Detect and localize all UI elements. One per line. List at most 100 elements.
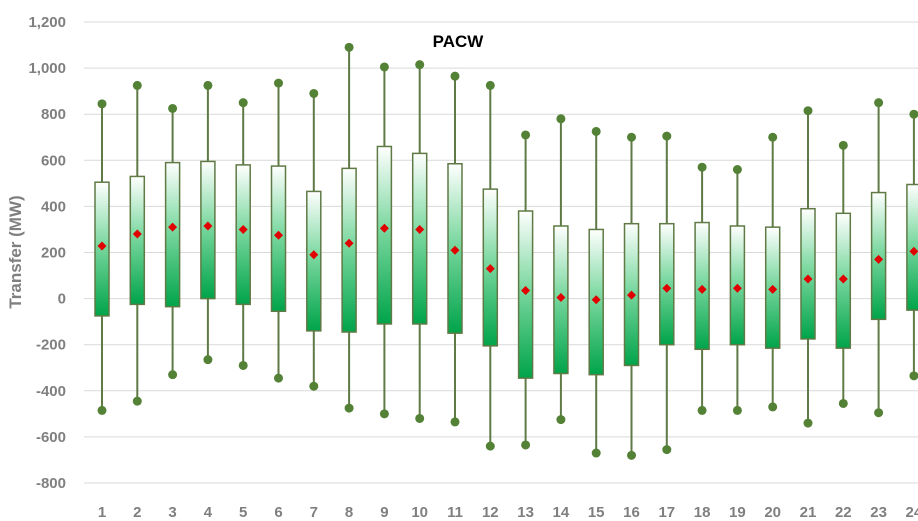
mean-marker	[238, 224, 248, 234]
y-tick-label: -800	[36, 475, 66, 492]
box-hour-8	[341, 42, 357, 413]
mean-marker	[274, 230, 283, 240]
x-tick-label: 23	[870, 504, 887, 521]
mean-marker	[627, 290, 636, 300]
box-hour-23	[870, 98, 887, 418]
x-tick-label: 6	[274, 504, 282, 521]
mean-marker	[344, 238, 354, 248]
min-marker	[662, 445, 672, 455]
max-marker	[591, 126, 601, 136]
y-tick-label: 600	[41, 152, 66, 169]
box-hour-15	[588, 126, 604, 458]
box-hour-21	[800, 106, 816, 428]
max-marker	[379, 62, 389, 72]
y-tick-label: 200	[41, 245, 66, 262]
mean-marker	[874, 254, 884, 264]
x-tick-label: 4	[204, 504, 213, 521]
mean-marker	[732, 283, 742, 293]
min-marker	[132, 396, 142, 406]
min-marker	[521, 440, 531, 450]
x-tick-label: 15	[588, 504, 605, 521]
iqr-box	[906, 183, 918, 311]
iqr-box	[235, 164, 251, 306]
mean-marker	[521, 286, 531, 296]
max-marker	[274, 78, 283, 88]
min-marker	[591, 448, 601, 458]
box-hour-11	[447, 71, 463, 427]
iqr-box	[376, 145, 393, 325]
x-tick-label: 5	[239, 504, 247, 521]
mean-marker	[662, 283, 672, 293]
mean-marker	[909, 246, 918, 256]
x-tick-label: 21	[800, 504, 817, 521]
min-marker	[485, 441, 495, 451]
min-marker	[450, 417, 460, 427]
x-tick-label: 10	[411, 504, 428, 521]
x-tick-label: 2	[133, 504, 141, 521]
max-marker	[238, 98, 248, 108]
box-hour-16	[623, 132, 640, 460]
min-marker	[379, 409, 389, 419]
x-tick-label: 16	[623, 504, 640, 521]
box-hour-14	[553, 114, 569, 425]
iqr-box	[411, 152, 428, 325]
min-marker	[732, 405, 742, 415]
min-marker	[415, 413, 425, 423]
min-marker	[909, 371, 918, 381]
x-tick-label: 8	[345, 504, 353, 521]
max-marker	[132, 80, 142, 90]
mean-marker	[768, 284, 778, 294]
mean-marker	[132, 229, 142, 239]
iqr-box	[164, 161, 181, 308]
box-hour-7	[306, 88, 322, 391]
box-hour-12	[482, 80, 499, 451]
max-marker	[838, 140, 848, 150]
max-marker	[768, 132, 778, 142]
mean-marker	[415, 224, 425, 234]
max-marker	[344, 42, 354, 52]
max-marker	[521, 130, 531, 140]
x-tick-label: 3	[168, 504, 176, 521]
box-hour-19	[729, 165, 746, 415]
x-tick-label: 9	[380, 504, 388, 521]
min-marker	[627, 450, 636, 460]
box-hour-4	[200, 80, 216, 365]
max-marker	[309, 88, 319, 98]
mean-marker	[168, 222, 178, 232]
max-marker	[203, 80, 213, 90]
max-marker	[662, 131, 672, 141]
y-tick-label: 0	[58, 291, 66, 308]
mean-marker	[556, 292, 566, 302]
y-axis-title: Transfer (MW)	[6, 195, 25, 308]
x-tick-label: 14	[553, 504, 570, 521]
min-marker	[803, 418, 813, 428]
min-marker	[309, 381, 319, 391]
max-marker	[556, 114, 566, 124]
gridlines	[84, 21, 918, 484]
box-hour-24	[906, 109, 918, 381]
min-marker	[97, 405, 107, 415]
y-tick-label: 1,200	[28, 14, 66, 31]
box-hour-17	[659, 131, 675, 455]
min-marker	[344, 403, 354, 413]
max-marker	[909, 109, 918, 119]
x-tick-label: 17	[658, 504, 675, 521]
box-hour-22	[835, 140, 852, 408]
y-tick-label: -400	[36, 383, 66, 400]
max-marker	[697, 162, 707, 172]
x-tick-label: 19	[729, 504, 746, 521]
box-hour-6	[270, 78, 287, 383]
max-marker	[415, 60, 425, 70]
boxes	[94, 42, 918, 460]
mean-marker	[450, 245, 460, 255]
box-hour-10	[411, 60, 428, 423]
max-marker	[450, 71, 460, 81]
min-marker	[874, 408, 884, 418]
y-axis-tick-labels: -800 -600 -400 -200 0 200 400 600 800 1,000 1,200	[28, 14, 66, 492]
box-hour-18	[694, 162, 710, 415]
mean-marker	[838, 274, 848, 284]
min-marker	[556, 415, 566, 425]
iqr-box	[341, 167, 357, 333]
